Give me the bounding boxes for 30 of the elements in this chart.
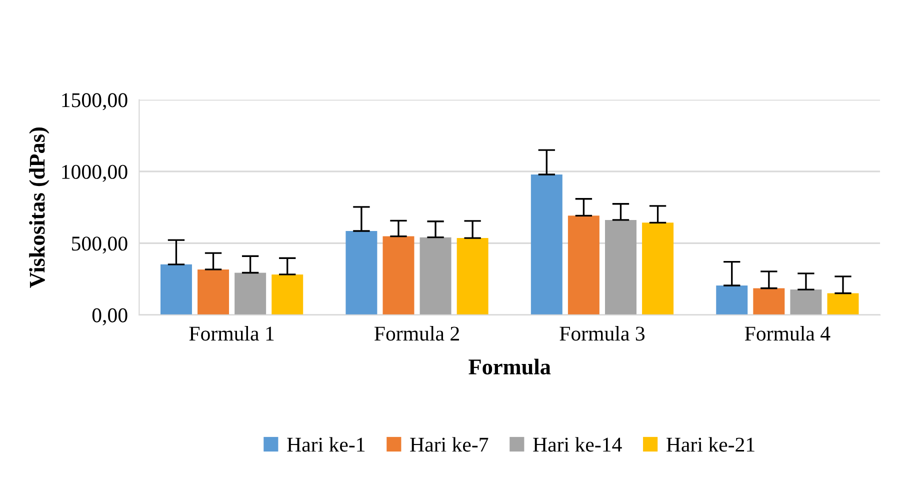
bar: [716, 286, 748, 315]
bar: [456, 238, 488, 315]
y-axis-title: Viskositas (dPas): [29, 128, 50, 288]
bar: [753, 288, 785, 315]
legend-label: Hari ke-21: [666, 437, 754, 452]
bar: [642, 222, 674, 315]
y-tick-label: 1000,00: [62, 164, 128, 182]
bar: [382, 236, 414, 315]
x-tick-label: Formula 1: [189, 326, 274, 341]
y-tick-label: 1500,00: [62, 93, 128, 110]
bar: [234, 272, 266, 315]
bar: [160, 264, 192, 315]
legend-label: Hari ke-14: [533, 437, 622, 452]
bar: [272, 274, 304, 315]
x-tick-label: Formula 3: [560, 326, 645, 341]
bar: [790, 290, 822, 315]
bar: [346, 231, 378, 315]
bar: [198, 269, 230, 315]
x-axis-title: Formula: [468, 358, 551, 374]
legend-label: Hari ke-7: [410, 437, 488, 452]
x-tick-label: Formula 2: [374, 326, 459, 341]
bar: [827, 293, 859, 315]
y-tick-label: 500,00: [72, 236, 128, 254]
x-tick-label: Formula 4: [744, 326, 830, 341]
bar: [530, 174, 562, 315]
y-tick-label: 0,00: [92, 308, 128, 326]
bar: [605, 220, 636, 315]
bar: [420, 237, 452, 315]
legend-label: Hari ke-1: [287, 437, 365, 452]
bar: [568, 216, 600, 315]
